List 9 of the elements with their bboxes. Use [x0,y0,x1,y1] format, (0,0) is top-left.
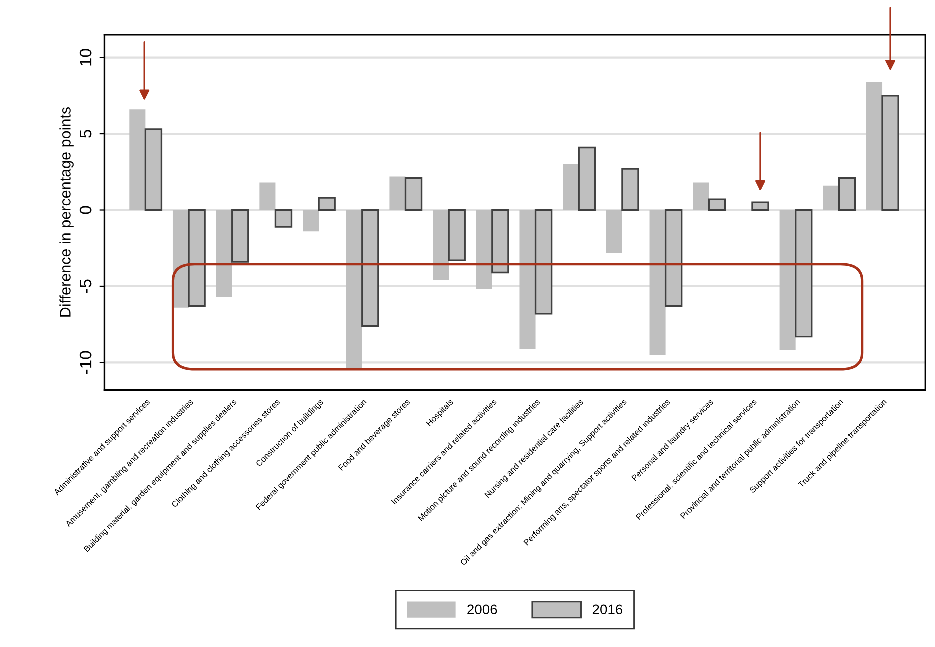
y-tick-label: 10 [80,49,92,66]
y-tick-label: -10 [80,351,92,374]
y-axis-title: Difference in percentage points [60,107,74,317]
y-tick-label: -5 [80,280,92,294]
y-tick-label: 0 [80,206,92,214]
y-tick-label: 5 [80,130,92,138]
legend-label: 2016 [592,604,623,615]
bar [752,202,770,212]
legend-label: 2006 [468,604,498,615]
